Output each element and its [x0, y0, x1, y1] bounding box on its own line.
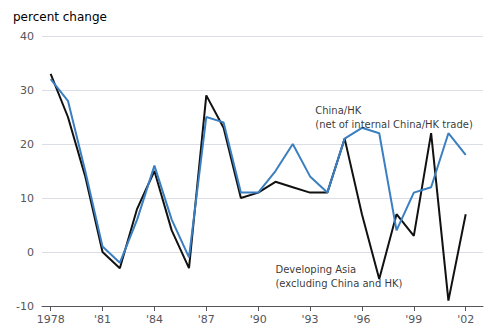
svg-text:30: 30 [20, 84, 34, 97]
svg-text:'99: '99 [405, 313, 422, 326]
svg-text:40: 40 [20, 30, 34, 43]
svg-text:20: 20 [20, 138, 34, 151]
svg-text:Developing Asia: Developing Asia [275, 264, 356, 275]
svg-text:-10: -10 [16, 300, 34, 313]
svg-text:'93: '93 [302, 313, 319, 326]
svg-text:'84: '84 [146, 313, 163, 326]
svg-text:1978: 1978 [37, 313, 65, 326]
svg-text:'81: '81 [94, 313, 111, 326]
svg-text:(excluding China and HK): (excluding China and HK) [275, 278, 402, 289]
svg-text:China/HK: China/HK [315, 105, 361, 116]
svg-text:'96: '96 [353, 313, 370, 326]
svg-text:percent change: percent change [13, 10, 107, 24]
svg-text:'90: '90 [250, 313, 267, 326]
svg-text:'87: '87 [198, 313, 215, 326]
svg-text:(net of internal China/HK trad: (net of internal China/HK trade) [315, 119, 473, 130]
svg-text:0: 0 [27, 246, 34, 259]
svg-text:10: 10 [20, 192, 34, 205]
svg-text:'02: '02 [457, 313, 474, 326]
